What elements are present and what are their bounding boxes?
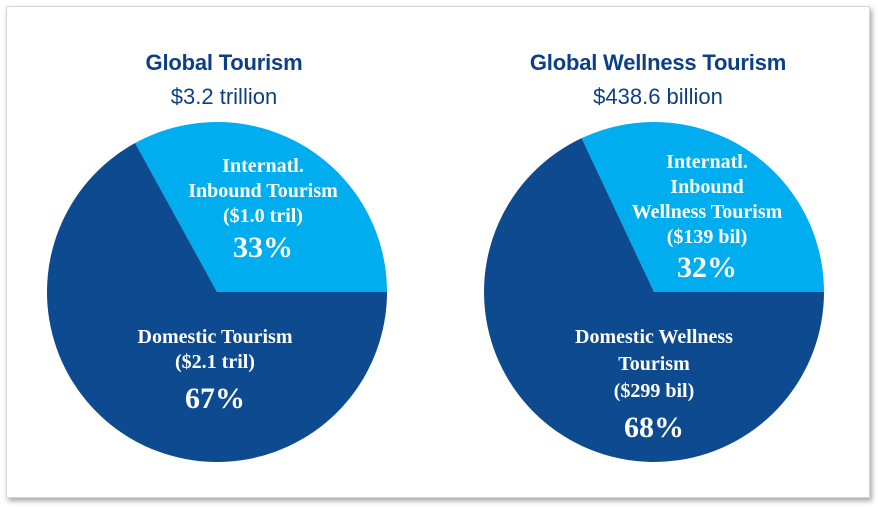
- pie-slice-percent: 32%: [677, 251, 737, 284]
- pie-slice-label: Wellness Tourism: [632, 201, 783, 223]
- pie-slice-label: Internatl.: [222, 155, 304, 177]
- pie-slice-label: ($299 bil): [614, 380, 695, 402]
- pie-slice-international: [135, 122, 387, 293]
- chart-2-subtitle: $438.6 billion: [593, 84, 723, 109]
- chart-2-title: Global Wellness Tourism: [529, 50, 787, 75]
- chart-1-title: Global Tourism: [145, 50, 303, 75]
- pie-slice-percent: 67%: [185, 382, 245, 415]
- pie-slice-label: ($139 bil): [667, 226, 748, 248]
- pie-slice-label: Domestic Wellness: [575, 326, 733, 348]
- pie-slice-international: [581, 121, 824, 292]
- chart-2-pie: Internatl. Inbound Wellness Tourism ($139 b…: [484, 121, 824, 463]
- pie-slice-label: ($1.0 tril): [223, 205, 303, 227]
- chart-1-pie: Internatl. Inbound Tourism ($1.0 tril) 33% D…: [46, 122, 387, 463]
- pie-slice-percent: 68%: [624, 411, 684, 444]
- chart-1-subtitle: $3.2 trillion: [170, 84, 278, 109]
- pie-slice-label: Tourism: [618, 353, 690, 375]
- pie-slice-label: Inbound: [670, 176, 743, 198]
- pie-slice-domestic: [46, 143, 387, 463]
- pie-slice-label: ($2.1 tril): [175, 351, 255, 373]
- pie-slice-label: Inbound Tourism: [188, 180, 338, 202]
- pie-slice-label: Domestic Tourism: [138, 326, 293, 348]
- chart-frame: Global Tourism $3.2 trillion Global Well…: [6, 6, 870, 498]
- pie-slice-percent: 33%: [233, 231, 293, 264]
- pie-slice-domestic: [484, 138, 824, 463]
- pie-slice-label: Internatl.: [666, 151, 748, 173]
